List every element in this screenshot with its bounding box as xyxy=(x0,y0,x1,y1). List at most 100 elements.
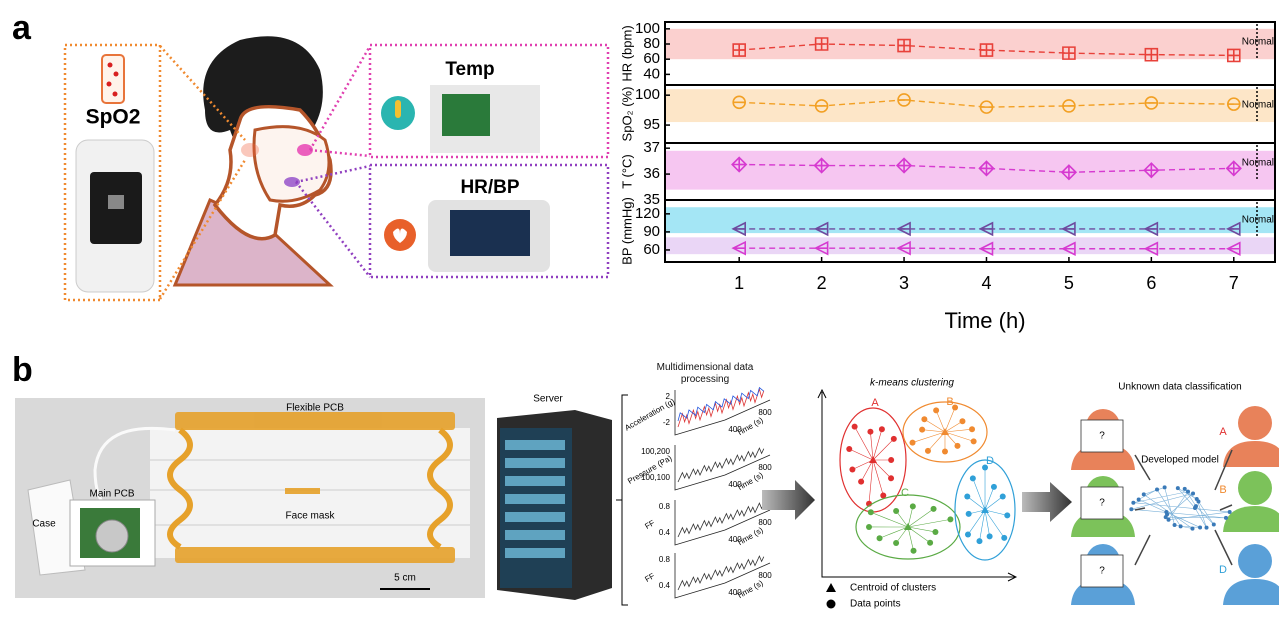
data-point xyxy=(933,407,939,413)
data-point xyxy=(970,475,976,481)
data-point xyxy=(868,509,874,515)
photo-label: Case xyxy=(32,519,56,530)
network-node xyxy=(1224,516,1228,520)
class-label: D xyxy=(1219,564,1227,576)
network-node xyxy=(1163,485,1167,489)
battery xyxy=(96,520,128,552)
spo2-label: SpO2 xyxy=(86,106,141,129)
photo-label: Flexible PCB xyxy=(286,403,344,414)
annotation: Normal xyxy=(1242,215,1274,226)
data-point xyxy=(971,438,977,444)
network-node xyxy=(1176,486,1180,490)
x-tick-label: 5 xyxy=(1064,273,1074,293)
data-point xyxy=(910,440,916,446)
data-point xyxy=(931,506,937,512)
data-point xyxy=(925,448,931,454)
mini-axis-label: Acceleration (g) xyxy=(623,397,676,433)
vessel xyxy=(102,55,124,103)
x-tick-label: 2 xyxy=(817,273,827,293)
network-node xyxy=(1142,492,1146,496)
person-body xyxy=(1223,506,1279,532)
y-tick-label: 90 xyxy=(643,223,660,240)
data-point xyxy=(846,446,852,452)
network-node xyxy=(1183,487,1187,491)
y-axis-label: SpO₂ (%) xyxy=(619,87,634,142)
flow-arrow xyxy=(1215,530,1232,565)
data-point xyxy=(1004,512,1010,518)
x-axis-label: Time (h) xyxy=(944,308,1025,333)
network-node xyxy=(1190,527,1194,531)
rect xyxy=(505,512,565,522)
arrow xyxy=(1022,482,1072,522)
mini-axis-label: FF xyxy=(643,518,656,531)
data-point xyxy=(964,493,970,499)
data-point xyxy=(1001,535,1007,541)
network-node xyxy=(1205,526,1209,530)
hr-pcb xyxy=(450,210,530,256)
person-body xyxy=(1223,441,1279,467)
rect xyxy=(505,476,565,486)
rect xyxy=(175,547,455,563)
legend-label: Centroid of clusters xyxy=(850,583,936,594)
rect xyxy=(505,548,565,558)
spo2-spot xyxy=(241,143,259,157)
hrbp-label: HR/BP xyxy=(460,177,519,198)
flow-arrow xyxy=(1135,535,1150,565)
clustering-title: k-means clustering xyxy=(870,378,954,389)
mini-time-label: Time (s) xyxy=(735,578,765,600)
network-edge xyxy=(1198,502,1213,525)
photo-label: Main PCB xyxy=(89,489,134,500)
cluster-spoke xyxy=(936,410,945,432)
panel-label: b xyxy=(12,351,33,389)
flow-arrow xyxy=(1135,508,1145,510)
mini-time-label: Time (s) xyxy=(735,470,765,492)
model-label: Developed model xyxy=(1141,455,1219,466)
data-point xyxy=(888,457,894,463)
network-node xyxy=(1167,518,1171,522)
mini-tick: 800 xyxy=(758,518,772,527)
cluster-spoke xyxy=(908,527,935,532)
network-node xyxy=(1195,497,1199,501)
unknown-mark: ? xyxy=(1099,431,1105,442)
network-node xyxy=(1131,501,1135,505)
data-point xyxy=(919,427,925,433)
data-point xyxy=(976,538,982,544)
network-node xyxy=(1228,510,1232,514)
people: ???ABD xyxy=(1071,406,1279,605)
y-tick-label: 100 xyxy=(635,86,660,103)
scale-label: 5 cm xyxy=(394,573,416,584)
network-node xyxy=(1165,512,1169,516)
person-body xyxy=(1223,579,1279,605)
rect xyxy=(505,494,565,504)
mini-tick: 0.4 xyxy=(659,581,671,590)
rect xyxy=(505,530,565,540)
mini-tick: 800 xyxy=(758,408,772,417)
mini-tick: 0.8 xyxy=(659,555,671,564)
network-node xyxy=(1198,525,1202,529)
y-tick-label: 60 xyxy=(643,241,660,258)
y-tick-label: 37 xyxy=(643,139,660,156)
unknown-mark: ? xyxy=(1099,498,1105,509)
rect xyxy=(505,458,565,468)
data-point xyxy=(969,426,975,432)
data-point xyxy=(858,479,864,485)
y-axis-label: BP (mmHg) xyxy=(619,197,634,265)
y-tick-label: 60 xyxy=(643,50,660,67)
person-head xyxy=(1238,406,1272,440)
centroid xyxy=(981,506,989,513)
mask xyxy=(254,127,329,202)
data-point xyxy=(991,484,997,490)
annotation: Normal xyxy=(1242,158,1274,169)
data-point xyxy=(866,524,872,530)
data-point xyxy=(879,426,885,432)
network xyxy=(1129,450,1232,565)
data-point xyxy=(921,416,927,422)
y-tick-label: 95 xyxy=(643,116,660,133)
x-tick-label: 1 xyxy=(734,273,744,293)
cluster-label: A xyxy=(871,397,879,409)
network-edge xyxy=(1139,490,1157,500)
mini-tick: -2 xyxy=(663,418,671,427)
